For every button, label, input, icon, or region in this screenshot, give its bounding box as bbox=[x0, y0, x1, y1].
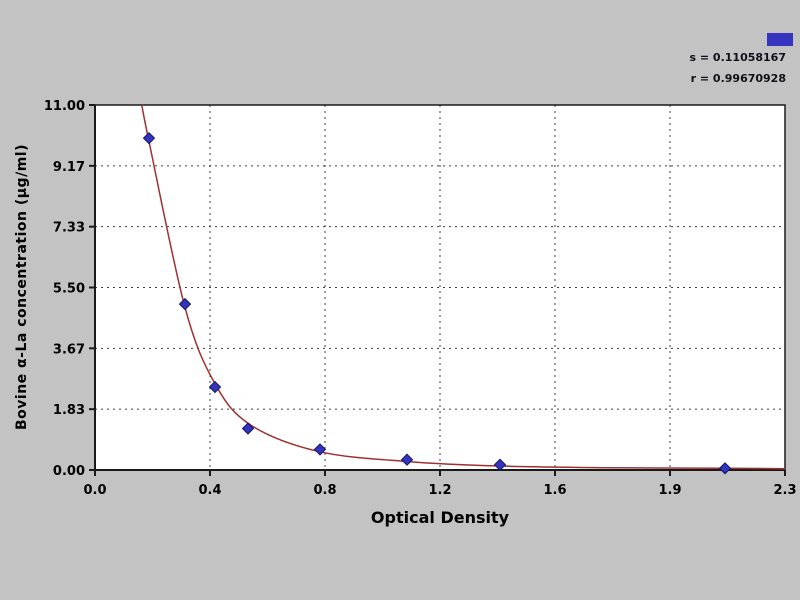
data-point bbox=[493, 458, 507, 471]
y-tick-labels: 0.00 1.83 3.67 5.50 7.33 9.17 11.00 bbox=[44, 99, 85, 479]
svg-text:0.4: 0.4 bbox=[198, 483, 221, 498]
x-axis-title: Optical Density bbox=[370, 508, 510, 527]
data-point bbox=[142, 131, 156, 145]
data-point bbox=[313, 443, 327, 456]
svg-text:3.67: 3.67 bbox=[53, 342, 85, 357]
grid-lines bbox=[95, 105, 785, 470]
tick-marks bbox=[89, 104, 786, 476]
x-tick-labels: 0.0 0.4 0.8 1.2 1.6 1.9 2.3 bbox=[83, 483, 796, 498]
data-point bbox=[208, 380, 222, 394]
svg-text:7.33: 7.33 bbox=[53, 221, 85, 236]
svg-text:0.0: 0.0 bbox=[83, 483, 106, 498]
svg-text:1.83: 1.83 bbox=[53, 403, 85, 418]
data-point bbox=[400, 453, 414, 466]
y-axis-title: Bovine α-La concentration (μg/ml) bbox=[14, 144, 30, 430]
svg-text:1.6: 1.6 bbox=[543, 483, 566, 498]
fit-statistics: s = 0.11058167 r = 0.99670928 bbox=[690, 47, 787, 90]
corner-marker bbox=[767, 33, 793, 46]
stat-r-value: r = 0.99670928 bbox=[690, 72, 786, 86]
svg-text:2.3: 2.3 bbox=[773, 483, 796, 498]
data-point bbox=[178, 297, 192, 311]
svg-text:1.2: 1.2 bbox=[428, 483, 451, 498]
data-point bbox=[718, 462, 732, 475]
svg-text:0.00: 0.00 bbox=[53, 464, 85, 479]
svg-text:9.17: 9.17 bbox=[53, 160, 85, 175]
svg-text:5.50: 5.50 bbox=[53, 282, 85, 297]
svg-text:1.9: 1.9 bbox=[658, 483, 681, 498]
data-point bbox=[241, 422, 255, 435]
svg-text:11.00: 11.00 bbox=[44, 99, 85, 114]
data-points bbox=[142, 131, 732, 475]
svg-text:0.8: 0.8 bbox=[313, 483, 336, 498]
stat-s-value: s = 0.11058167 bbox=[689, 51, 787, 64]
